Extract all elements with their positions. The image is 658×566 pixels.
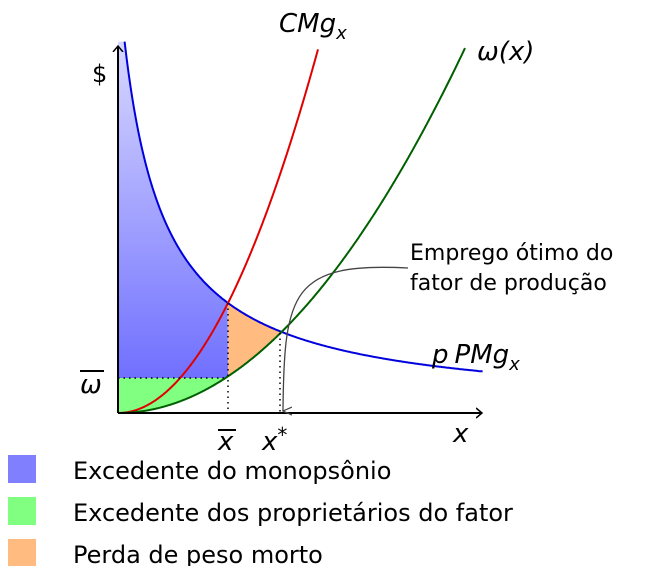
cmg-text: CMg — [279, 9, 336, 39]
legend-label: Excedente do monopsônio — [73, 457, 391, 485]
wage-curve — [118, 47, 466, 414]
pmg-prefix: p — [431, 340, 449, 370]
x-axis-label: x — [452, 419, 469, 449]
cmg-sub: x — [335, 23, 347, 44]
x-star-tick: x* — [261, 423, 287, 457]
legend-swatch — [8, 497, 36, 525]
deadweight-area — [228, 303, 281, 377]
pmg-label: p PMgx — [431, 340, 520, 375]
guides — [118, 303, 281, 413]
legend-label: Excedente dos proprietários do fator — [73, 499, 513, 527]
legend: Excedente do monopsônio Excedente dos pro… — [8, 455, 513, 566]
pmg-text: PMg — [455, 340, 510, 370]
annotation: Emprego ótimo do — [410, 241, 613, 266]
legend-swatch — [8, 455, 36, 483]
wage-bar-tick: ω — [80, 370, 102, 400]
pmg-sub: x — [508, 354, 520, 375]
areas — [118, 41, 281, 413]
curves — [118, 41, 483, 414]
x-star-sup: * — [277, 423, 287, 447]
monopsony-area — [118, 41, 228, 378]
annotation-arrow — [283, 266, 409, 411]
x-bar-tick: x — [217, 427, 234, 457]
owners-area — [118, 376, 228, 413]
y-axis-label: $ — [92, 60, 107, 88]
legend-swatch — [8, 539, 36, 566]
marginal-product-curve — [123, 41, 483, 373]
cmg-label: CMgx — [279, 9, 347, 44]
x-star-text: x — [261, 427, 278, 457]
wage-label: ω(x) — [477, 37, 534, 67]
annotation: fator de produção — [410, 271, 607, 296]
legend-label: Perda de peso morto — [73, 541, 323, 566]
marginal-cost-curve — [118, 49, 319, 414]
